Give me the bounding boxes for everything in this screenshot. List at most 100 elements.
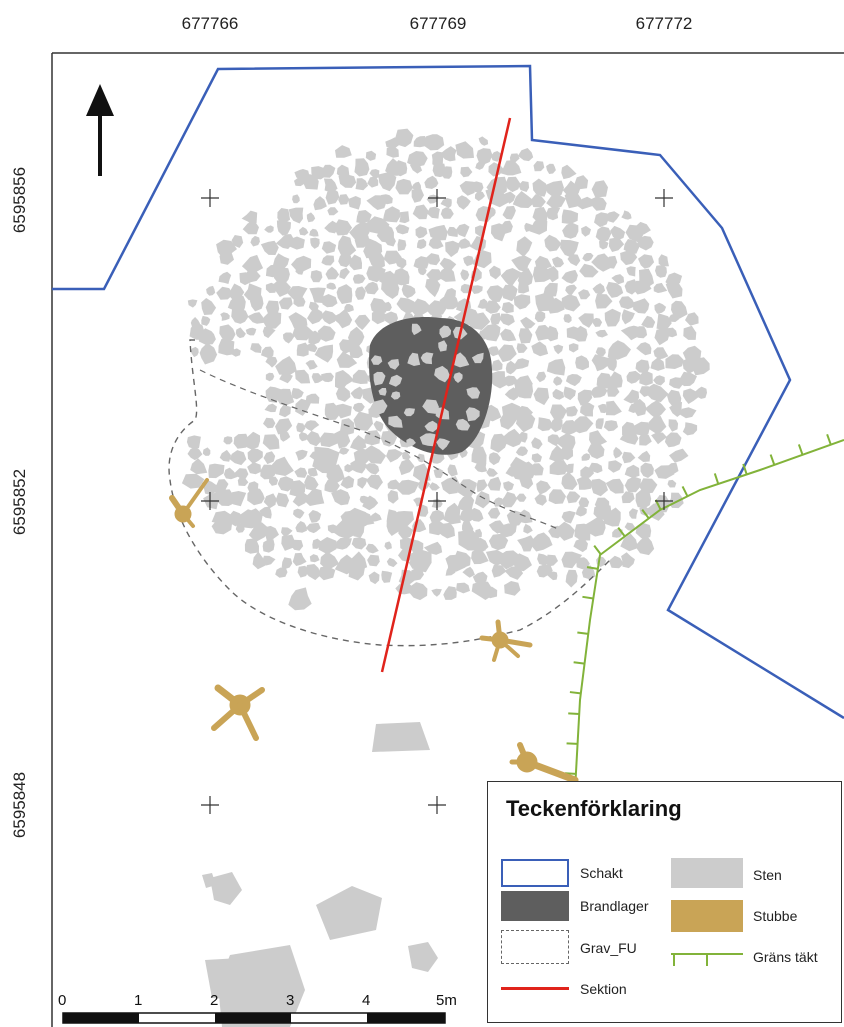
- stone: [407, 151, 428, 168]
- stone: [594, 212, 609, 228]
- stone: [244, 538, 259, 554]
- stone: [416, 453, 425, 463]
- stone: [562, 222, 579, 239]
- stone: [292, 194, 300, 204]
- stone: [651, 432, 667, 445]
- stone: [202, 447, 211, 456]
- stone: [274, 388, 295, 406]
- stone: [386, 557, 398, 568]
- stone: [388, 374, 403, 387]
- stone: [474, 491, 490, 509]
- stone: [589, 196, 607, 211]
- stone: [563, 314, 572, 323]
- stone: [384, 235, 396, 247]
- legend-swatch-brandlager: [501, 891, 569, 921]
- stone: [505, 176, 521, 193]
- stone: [503, 481, 514, 492]
- stone: [426, 194, 439, 204]
- stone: [597, 403, 608, 414]
- stone: [288, 207, 304, 224]
- stone: [623, 389, 640, 404]
- stone: [604, 211, 620, 223]
- grans-tick: [826, 434, 832, 446]
- stone: [294, 169, 310, 181]
- stone: [472, 571, 488, 584]
- schakt-boundary: [52, 64, 844, 720]
- stone: [439, 325, 452, 339]
- stone: [511, 255, 532, 273]
- stone: [491, 359, 503, 371]
- stone: [398, 458, 415, 476]
- legend-swatch-grans-takt: [671, 953, 743, 966]
- stone: [523, 523, 533, 534]
- stone: [339, 267, 350, 280]
- stone: [595, 347, 606, 357]
- stone: [531, 532, 553, 552]
- stone: [260, 240, 279, 255]
- stone: [500, 160, 522, 176]
- grans-tick: [742, 463, 748, 475]
- stone: [273, 267, 290, 284]
- stone: [424, 175, 439, 189]
- stone: [381, 570, 393, 583]
- stone: [563, 386, 576, 401]
- stone: [369, 169, 380, 179]
- stone: [386, 146, 399, 158]
- stone: [326, 282, 337, 290]
- stone: [553, 344, 564, 355]
- stone: [524, 222, 534, 232]
- stone: [247, 462, 261, 475]
- stone: [231, 235, 244, 248]
- stone: [636, 342, 652, 356]
- stone: [441, 476, 460, 495]
- stone: [447, 464, 458, 477]
- stone: [629, 508, 638, 519]
- stone: [667, 389, 682, 407]
- stone: [476, 479, 488, 493]
- stone: [370, 355, 383, 365]
- stone: [633, 421, 650, 436]
- stone: [327, 207, 339, 216]
- stone: [353, 411, 373, 431]
- stone: [620, 533, 639, 552]
- stone: [553, 376, 563, 386]
- stone: [506, 510, 524, 527]
- stone: [592, 317, 603, 327]
- stone: [568, 343, 579, 353]
- legend-label-sten: Sten: [753, 867, 782, 883]
- x-tick-label: 677769: [409, 14, 467, 33]
- stone: [307, 307, 324, 325]
- stone: [366, 474, 383, 490]
- stone: [514, 358, 530, 370]
- stone: [624, 464, 640, 478]
- stone: [261, 346, 274, 359]
- stone: [669, 401, 683, 417]
- sektion-line: [380, 117, 512, 673]
- stone: [393, 268, 410, 286]
- stone: [199, 342, 218, 365]
- stone: [475, 160, 486, 170]
- stone: [352, 369, 369, 384]
- stone: [486, 467, 498, 477]
- stone: [219, 324, 236, 342]
- stone: [336, 284, 353, 304]
- stone: [429, 509, 445, 523]
- stone: [566, 405, 578, 417]
- stone: [364, 281, 379, 295]
- stone: [560, 239, 579, 258]
- stone: [384, 311, 398, 325]
- stone: [310, 237, 320, 249]
- legend-swatch-schakt: [501, 859, 569, 887]
- x-tick-label: 677772: [635, 14, 693, 33]
- stone: [653, 375, 665, 386]
- stone: [560, 445, 574, 461]
- stone: [275, 567, 288, 578]
- grans-tick: [577, 631, 589, 635]
- stone: [498, 523, 517, 538]
- stone: [422, 399, 439, 414]
- stone: [656, 313, 672, 331]
- legend-label-sektion: Sektion: [580, 981, 627, 997]
- stone: [579, 263, 599, 278]
- stone: [269, 476, 279, 486]
- stone: [567, 254, 581, 267]
